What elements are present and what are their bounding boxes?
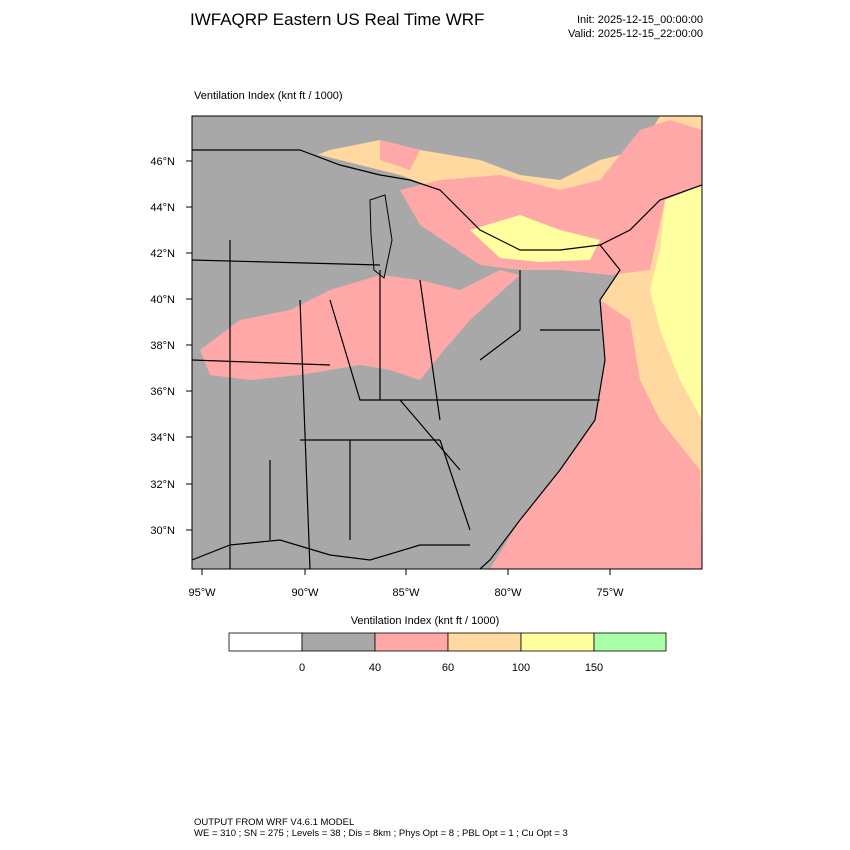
lon-label: 90°W bbox=[291, 587, 319, 599]
lat-label: 36°N bbox=[150, 386, 175, 398]
time-info: Init: 2025-12-15_00:00:00 Valid: 2025-12… bbox=[568, 13, 703, 41]
colorbar-label: 0 bbox=[298, 662, 306, 674]
model-line-1: OUTPUT FROM WRF V4.6.1 MODEL bbox=[194, 817, 355, 828]
great-lakes-high-area bbox=[470, 215, 600, 262]
upper-peninsula-pink bbox=[380, 140, 420, 170]
longitude-labels: 95°W 90°W 85°W 80°W 75°W bbox=[188, 587, 624, 599]
lat-label: 40°N bbox=[150, 294, 175, 306]
lake-michigan bbox=[369, 194, 393, 279]
map-area bbox=[192, 116, 702, 569]
model-info: OUTPUT FROM WRF V4.6.1 MODEL WE = 310 ; … bbox=[194, 817, 568, 839]
lon-label: 85°W bbox=[392, 587, 420, 599]
latitude-labels: 46°N 44°N 42°N 40°N 38°N 36°N 34°N 32°N … bbox=[150, 156, 175, 537]
colorbar-label: 150 bbox=[584, 662, 604, 674]
offshore-high-area bbox=[650, 180, 702, 420]
colorbar-box bbox=[520, 632, 595, 652]
coastal-pink-area bbox=[470, 300, 702, 569]
init-time: Init: 2025-12-15_00:00:00 bbox=[577, 14, 703, 26]
colorbar-box bbox=[301, 632, 376, 652]
lat-label: 46°N bbox=[150, 156, 175, 168]
lat-label: 44°N bbox=[150, 202, 175, 214]
lat-label: 38°N bbox=[150, 340, 175, 352]
colorbar-label: 100 bbox=[511, 662, 531, 674]
lat-label: 30°N bbox=[150, 525, 175, 537]
lon-label: 95°W bbox=[188, 587, 216, 599]
colorbar-label: 40 bbox=[368, 662, 382, 674]
valid-time: Valid: 2025-12-15_22:00:00 bbox=[568, 28, 703, 40]
lat-label: 34°N bbox=[150, 432, 175, 444]
axis-ticks bbox=[186, 160, 611, 575]
map-frame bbox=[191, 115, 703, 570]
colorbar-box bbox=[228, 632, 303, 652]
lon-label: 75°W bbox=[596, 587, 624, 599]
lat-label: 42°N bbox=[150, 248, 175, 260]
lon-label: 80°W bbox=[494, 587, 522, 599]
lat-label: 32°N bbox=[150, 479, 175, 491]
canada-region bbox=[192, 116, 660, 180]
northeast-pink-area bbox=[400, 120, 702, 275]
map-subtitle: Ventilation Index (knt ft / 1000) bbox=[194, 90, 343, 102]
model-line-2: WE = 310 ; SN = 275 ; Levels = 38 ; Dis … bbox=[194, 828, 568, 839]
colorbar-box bbox=[374, 632, 449, 652]
colorbar-box bbox=[593, 632, 667, 652]
midwest-pink-band bbox=[200, 270, 520, 380]
boundaries bbox=[192, 149, 702, 569]
map-title: IWFAQRP Eastern US Real Time WRF bbox=[190, 10, 485, 29]
colorbar-box bbox=[447, 632, 522, 652]
colorbar-title: Ventilation Index (knt ft / 1000) bbox=[350, 615, 500, 627]
colorbar-boxes bbox=[228, 632, 667, 652]
colorbar-label: 60 bbox=[441, 662, 455, 674]
